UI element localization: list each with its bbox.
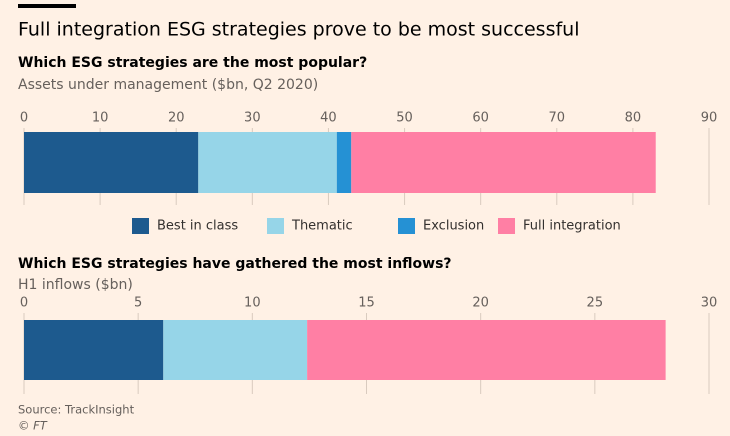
legend-label: Full integration [523, 219, 621, 234]
chart-subtitle: Assets under management ($bn, Q2 2020) [18, 77, 318, 93]
x-tick-label: 10 [92, 111, 109, 126]
x-tick-label: 0 [20, 296, 28, 311]
x-tick-label: 90 [701, 111, 718, 126]
bar-segment [307, 320, 666, 380]
bar-segment [351, 132, 656, 193]
legend-swatch [267, 218, 284, 234]
x-tick-label: 80 [625, 111, 642, 126]
x-tick-label: 10 [244, 296, 261, 311]
legend-swatch [498, 218, 515, 234]
legend-swatch [132, 218, 149, 234]
copyright: © FT [18, 419, 48, 433]
x-tick-label: 15 [358, 296, 375, 311]
x-tick-label: 5 [134, 296, 142, 311]
x-tick-label: 60 [472, 111, 489, 126]
legend-swatch [398, 218, 415, 234]
bar-segment [24, 132, 199, 193]
accent-bar [18, 4, 76, 8]
chart-title: Which ESG strategies are the most popula… [18, 55, 367, 71]
legend-label: Best in class [157, 219, 238, 234]
bar-segment [24, 320, 164, 380]
source: Source: TrackInsight [18, 403, 135, 417]
page-title: Full integration ESG strategies prove to… [18, 19, 579, 41]
x-tick-label: 20 [472, 296, 489, 311]
chart-title: Which ESG strategies have gathered the m… [18, 256, 452, 272]
bar-segment [336, 132, 352, 193]
x-tick-label: 50 [396, 111, 413, 126]
x-tick-label: 25 [587, 296, 604, 311]
x-tick-label: 40 [320, 111, 337, 126]
bar-segment [198, 132, 337, 193]
bar-segment [163, 320, 308, 380]
chart-subtitle: H1 inflows ($bn) [18, 277, 133, 293]
x-tick-label: 70 [549, 111, 566, 126]
x-tick-label: 30 [701, 296, 718, 311]
legend-label: Thematic [291, 219, 353, 234]
x-tick-label: 30 [244, 111, 261, 126]
legend-label: Exclusion [423, 219, 484, 234]
x-tick-label: 20 [168, 111, 185, 126]
x-tick-label: 0 [20, 111, 28, 126]
